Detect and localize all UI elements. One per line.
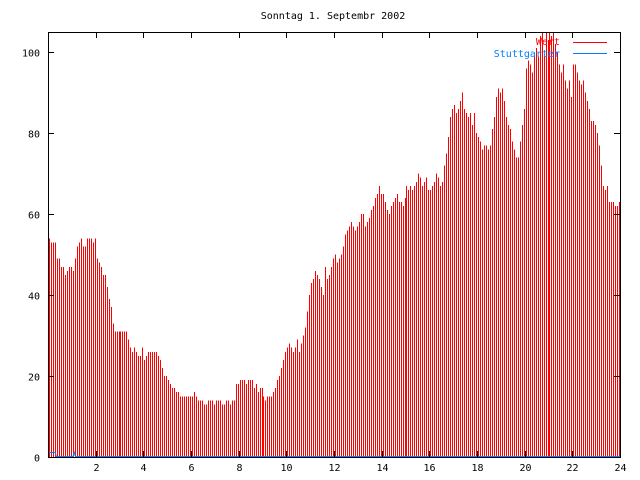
x-tick-label: 6 xyxy=(188,463,194,474)
y-tick-label: 60 xyxy=(28,211,40,222)
legend: Wert Stuttgarter xyxy=(494,37,607,60)
series-line xyxy=(48,450,620,457)
y-tick-label: 0 xyxy=(34,454,40,465)
y-tick-label: 80 xyxy=(28,130,40,141)
x-tick-label: 18 xyxy=(471,463,483,474)
legend-label-stuttgarter: Stuttgarter xyxy=(494,49,560,60)
x-tick-label: 14 xyxy=(376,463,388,474)
line-series-stuttgarter xyxy=(48,450,620,457)
x-tick-label: 20 xyxy=(519,463,531,474)
x-tick-label: 24 xyxy=(614,463,626,474)
legend-label-wert: Wert xyxy=(536,37,560,48)
y-tick-label: 20 xyxy=(28,373,40,384)
y-tick-label: 100 xyxy=(22,49,40,60)
x-tick-label: 8 xyxy=(236,463,242,474)
x-tick-label: 16 xyxy=(423,463,435,474)
x-tick-label: 2 xyxy=(93,463,99,474)
x-tick-label: 12 xyxy=(328,463,340,474)
x-tick-label: 22 xyxy=(566,463,578,474)
x-tick-label: 10 xyxy=(280,463,292,474)
bars-series-wert xyxy=(49,32,620,457)
y-tick-label: 40 xyxy=(28,292,40,303)
chart-title: Sonntag 1. Septembr 2002 xyxy=(261,11,406,22)
x-tick-label: 4 xyxy=(140,463,146,474)
